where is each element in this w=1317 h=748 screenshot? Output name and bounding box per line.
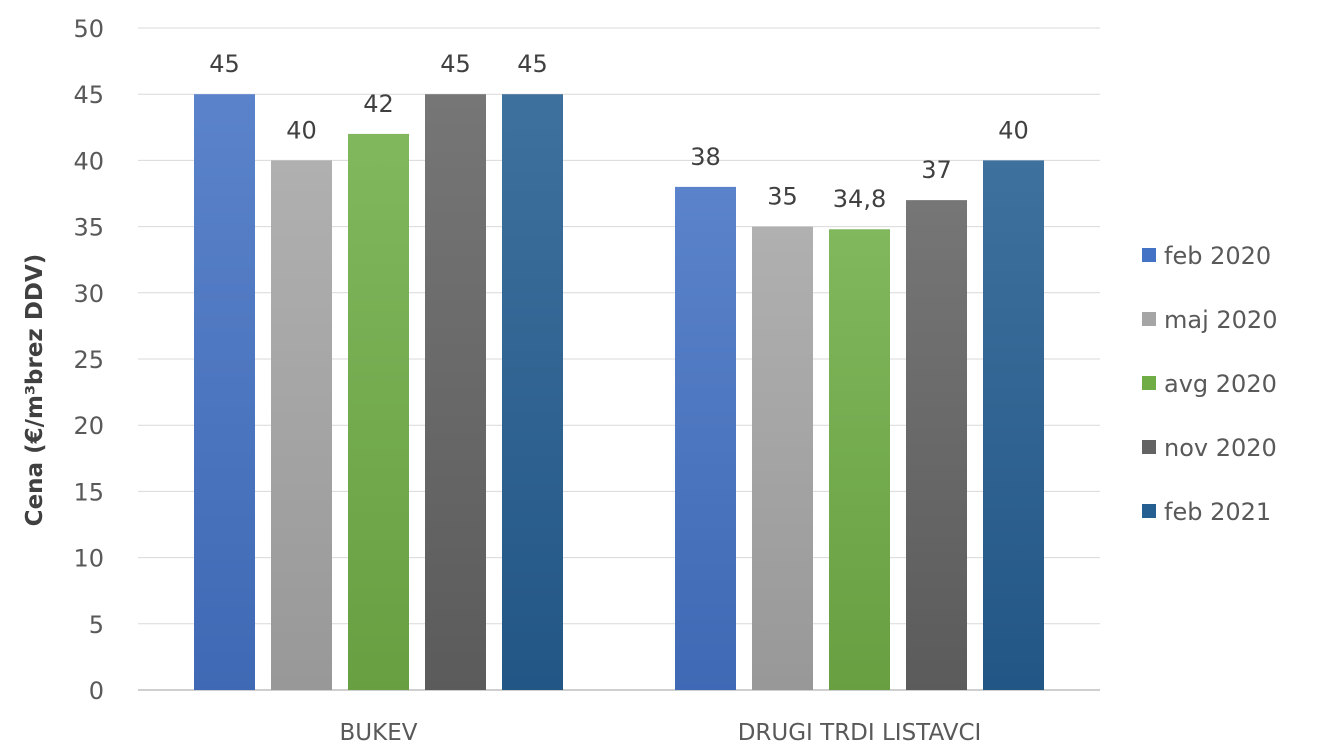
data-label: 37 xyxy=(921,156,952,184)
y-tick-label: 5 xyxy=(89,611,104,639)
y-tick-label: 45 xyxy=(73,81,104,109)
data-label: 34,8 xyxy=(833,185,886,213)
legend-swatch xyxy=(1142,440,1156,454)
bar xyxy=(271,160,332,690)
legend-swatch xyxy=(1142,248,1156,262)
bar xyxy=(502,94,563,690)
bar xyxy=(425,94,486,690)
data-label: 45 xyxy=(209,50,240,78)
bar xyxy=(348,133,409,691)
legend-label: maj 2020 xyxy=(1164,306,1277,334)
y-tick-label: 50 xyxy=(73,15,104,43)
legend-swatch xyxy=(1142,504,1156,518)
bars xyxy=(194,94,1044,691)
bar xyxy=(983,160,1044,690)
legend-swatch xyxy=(1142,312,1156,326)
legend-label: nov 2020 xyxy=(1164,434,1277,462)
data-label: 40 xyxy=(286,116,317,144)
legend: feb 2020 maj 2020 avg 2020 nov 2020 feb 2021 xyxy=(1142,242,1277,526)
bar xyxy=(752,226,813,690)
bar xyxy=(829,229,890,691)
y-tick-label: 35 xyxy=(73,214,104,242)
legend-label: feb 2021 xyxy=(1164,498,1271,526)
category-label: DRUGI TRDI LISTAVCI xyxy=(738,720,982,746)
data-label: 38 xyxy=(690,143,721,171)
bar xyxy=(675,186,736,690)
y-tick-label: 10 xyxy=(73,545,104,573)
y-axis-label: Cena (€/m³brez DDV) xyxy=(22,254,48,527)
category-labels: BUKEV DRUGI TRDI LISTAVCI xyxy=(340,720,982,746)
category-label: BUKEV xyxy=(340,720,418,746)
y-tick-label: 15 xyxy=(73,478,104,506)
data-label: 42 xyxy=(363,90,394,118)
data-label: 45 xyxy=(517,50,548,78)
bar xyxy=(906,200,967,690)
y-tick-label: 0 xyxy=(89,677,104,705)
y-axis-ticks: 0 5 10 15 20 25 30 35 40 45 50 xyxy=(73,15,104,705)
legend-swatch xyxy=(1142,376,1156,390)
data-label: 45 xyxy=(440,50,471,78)
y-tick-label: 40 xyxy=(73,147,104,175)
y-tick-label: 25 xyxy=(73,346,104,374)
y-tick-label: 30 xyxy=(73,280,104,308)
legend-label: avg 2020 xyxy=(1164,370,1277,398)
bar xyxy=(194,94,255,690)
data-labels: 45 40 42 45 45 38 35 34,8 37 40 xyxy=(209,50,1029,213)
legend-label: feb 2020 xyxy=(1164,242,1271,270)
y-tick-label: 20 xyxy=(73,412,104,440)
data-label: 40 xyxy=(998,116,1029,144)
data-label: 35 xyxy=(767,183,798,211)
